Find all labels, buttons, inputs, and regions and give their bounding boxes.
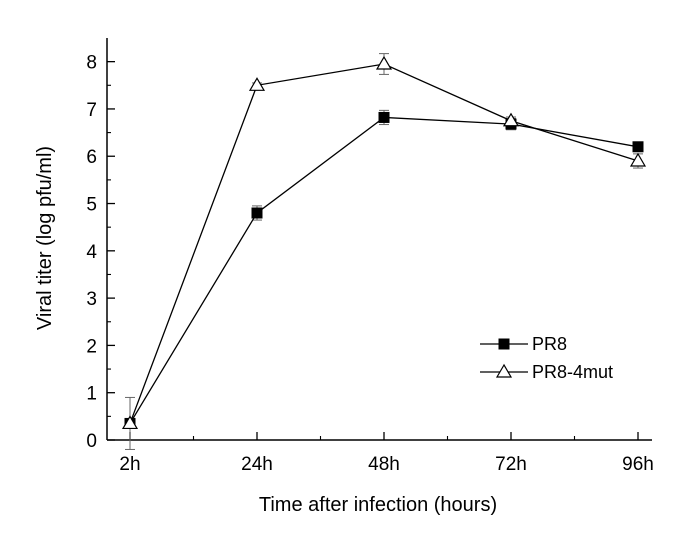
y-axis-title: Viral titer (log pfu/ml) [34,146,56,330]
x-tick-label: 2h [119,454,140,475]
x-tick-label: 72h [495,454,527,475]
x-axis-title: Time after infection (hours) [259,494,497,516]
legend-item: PR8-4mut [480,362,613,382]
data-point [632,141,644,153]
plot-area [121,53,647,450]
data-point [375,55,393,70]
legend-marker [495,363,513,378]
y-tick-label: 3 [86,289,97,310]
legend-item: PR8 [480,334,567,354]
y-tick-label: 8 [86,53,97,74]
data-point [121,415,139,430]
x-tick-label: 24h [241,454,273,475]
y-tick-label: 2 [86,336,97,357]
data-point [502,112,520,127]
y-tick-label: 6 [86,147,97,168]
y-tick-label: 1 [86,384,97,405]
data-point [629,152,647,167]
legend-label: PR8-4mut [532,362,613,382]
legend-label: PR8 [532,334,567,354]
y-tick-label: 7 [86,100,97,121]
axes: 0 1 2 3 4 5 6 7 8 2h 24h 48h 72h 96h [86,38,654,475]
y-tick-label: 0 [86,431,97,452]
x-tick-label: 48h [368,454,400,475]
data-point [248,77,266,91]
legend: PR8 PR8-4mut [480,334,613,382]
y-tick-label: 5 [86,195,97,216]
series-pr8-4mut [121,53,647,450]
data-point [251,207,263,219]
data-point [378,111,390,123]
y-tick-label: 4 [86,242,97,263]
x-tick-label: 96h [622,454,654,475]
legend-marker [498,338,510,350]
